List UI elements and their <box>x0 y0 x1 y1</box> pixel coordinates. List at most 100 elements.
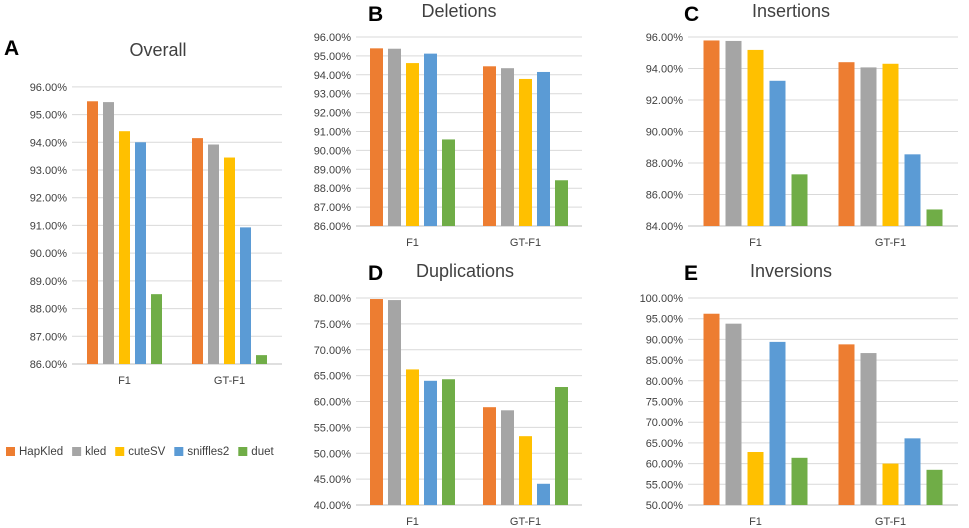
bar-duet-gt-f1 <box>926 469 943 505</box>
panel-e-title: Inversions <box>750 261 832 281</box>
bar-cutesv-gt-f1 <box>882 63 899 227</box>
bar-sniffles2-gt-f1 <box>904 438 921 505</box>
y-tick-label: 86.00% <box>646 190 684 202</box>
bar-hapkled-f1 <box>370 48 383 227</box>
y-tick-label: 70.00% <box>314 345 352 357</box>
legend-swatch-sniffles2 <box>174 447 184 456</box>
y-tick-label: 96.00% <box>314 32 352 44</box>
y-tick-label: 89.00% <box>30 276 68 288</box>
plot-area: 86.00% 87.00% 88.00% 89.00% 90.00% 91.00% 92.0… <box>30 32 958 528</box>
bar-hapkled-gt-f1 <box>483 407 496 505</box>
bar-kled-gt-f1 <box>860 353 877 505</box>
bar-kled-gt-f1 <box>860 67 877 227</box>
panel-b-title: Deletions <box>421 1 496 21</box>
y-tick-label: 80.00% <box>646 376 684 388</box>
y-tick-label: 40.00% <box>314 500 352 512</box>
bar-hapkled-f1 <box>703 40 720 227</box>
legend-label-cutesv: cuteSV <box>128 446 165 458</box>
y-tick-label: 70.00% <box>646 417 684 429</box>
bar-cutesv-f1 <box>747 452 764 505</box>
x-category-label: F1 <box>118 375 131 387</box>
bar-duet-f1 <box>442 379 455 505</box>
y-tick-label: 96.00% <box>30 82 68 94</box>
x-category-label: F1 <box>406 516 419 528</box>
bar-sniffles2-f1 <box>769 80 786 226</box>
legend-label-sniffles2: sniffles2 <box>187 446 229 458</box>
panel-a-letter: A <box>4 37 19 60</box>
legend-label-duet: duet <box>251 446 274 458</box>
y-tick-label: 86.00% <box>314 221 352 233</box>
bar-sniffles2-f1 <box>424 53 437 226</box>
bar-duet-gt-f1 <box>555 180 568 226</box>
bar-sniffles2-f1 <box>769 341 786 505</box>
bar-sniffles2-gt-f1 <box>904 154 921 226</box>
bar-duet-f1 <box>151 294 162 364</box>
bar-kled-f1 <box>103 102 114 364</box>
y-tick-label: 94.00% <box>30 137 68 149</box>
bar-hapkled-f1 <box>703 313 720 505</box>
x-category-label: GT-F1 <box>510 516 541 528</box>
legend-swatch-duet <box>238 447 248 456</box>
bar-sniffles2-gt-f1 <box>537 483 550 505</box>
bar-duet-gt-f1 <box>555 387 568 505</box>
bar-kled-f1 <box>388 300 401 505</box>
x-category-label: GT-F1 <box>510 237 541 249</box>
y-tick-label: 75.00% <box>646 397 684 409</box>
y-tick-label: 55.00% <box>314 422 352 434</box>
bar-duet-gt-f1 <box>256 355 267 364</box>
legend: HapKled kled cuteSV sniffles2 duet <box>6 446 274 458</box>
y-tick-label: 95.00% <box>30 110 68 122</box>
y-tick-label: 95.00% <box>314 51 352 63</box>
y-tick-label: 90.00% <box>30 248 68 260</box>
bar-cutesv-f1 <box>119 131 130 364</box>
chart-panel-a: 86.00% 87.00% 88.00% 89.00% 90.00% 91.00% 92.0… <box>30 82 282 387</box>
y-tick-label: 90.00% <box>314 145 352 157</box>
y-tick-label: 60.00% <box>314 397 352 409</box>
chart-panel-d: 40.00% 45.00% 50.00% 55.00% 60.00% 65.00% 70.0… <box>314 293 582 528</box>
chart-panel-c: 84.00% 86.00% 88.00% 90.00% 92.00% 94.00% 96.0… <box>646 32 958 249</box>
panel-d-title: Duplications <box>416 261 514 281</box>
y-tick-label: 88.00% <box>30 304 68 316</box>
y-tick-label: 60.00% <box>646 459 684 471</box>
y-tick-label: 90.00% <box>646 127 684 139</box>
bar-duet-gt-f1 <box>926 209 943 226</box>
bar-sniffles2-f1 <box>424 380 437 505</box>
y-tick-label: 55.00% <box>646 479 684 491</box>
x-category-label: F1 <box>749 516 762 528</box>
bar-hapkled-gt-f1 <box>483 66 496 226</box>
x-category-label: F1 <box>406 237 419 249</box>
y-tick-label: 75.00% <box>314 319 352 331</box>
x-category-label: GT-F1 <box>875 516 906 528</box>
panel-d-letter: D <box>368 262 383 285</box>
bar-kled-f1 <box>388 48 401 226</box>
y-tick-label: 65.00% <box>314 371 352 383</box>
y-tick-label: 91.00% <box>314 127 352 139</box>
legend-label-kled: kled <box>85 446 106 458</box>
bar-cutesv-f1 <box>406 63 419 226</box>
bar-duet-f1 <box>442 139 455 226</box>
bar-duet-f1 <box>791 457 808 505</box>
y-tick-label: 50.00% <box>646 500 684 512</box>
y-tick-label: 94.00% <box>646 64 684 76</box>
y-tick-label: 50.00% <box>314 448 352 460</box>
chart-panel-b: 86.00% 87.00% 88.00% 89.00% 90.00% 91.00% 92.0… <box>314 32 582 249</box>
bar-hapkled-gt-f1 <box>838 344 855 505</box>
y-tick-label: 92.00% <box>646 95 684 107</box>
bar-cutesv-gt-f1 <box>224 157 235 364</box>
bar-kled-gt-f1 <box>501 68 514 226</box>
y-tick-label: 88.00% <box>314 183 352 195</box>
bar-cutesv-gt-f1 <box>882 463 899 505</box>
y-tick-label: 86.00% <box>30 359 68 371</box>
y-tick-label: 93.00% <box>314 89 352 101</box>
legend-swatch-kled <box>72 447 82 456</box>
bar-hapkled-gt-f1 <box>838 62 855 227</box>
bar-kled-gt-f1 <box>208 144 219 364</box>
bar-kled-f1 <box>725 40 742 226</box>
bar-hapkled-gt-f1 <box>192 138 203 364</box>
bar-duet-f1 <box>791 174 808 226</box>
y-tick-label: 94.00% <box>314 70 352 82</box>
panel-e-letter: E <box>684 262 698 285</box>
panel-b-letter: B <box>368 3 383 26</box>
y-tick-label: 80.00% <box>314 293 352 305</box>
panel-c-title: Insertions <box>752 1 830 21</box>
